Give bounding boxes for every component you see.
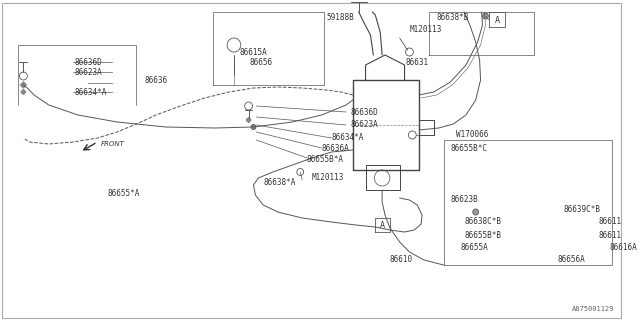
Text: 86615A: 86615A <box>240 47 268 57</box>
Text: 86655*A: 86655*A <box>108 189 140 198</box>
Text: 86623B: 86623B <box>451 196 478 204</box>
Circle shape <box>473 209 479 215</box>
Text: FRONT: FRONT <box>100 141 124 147</box>
Text: 86611: 86611 <box>598 230 621 239</box>
Text: M120113: M120113 <box>410 25 442 34</box>
Text: 86631: 86631 <box>406 58 429 67</box>
Polygon shape <box>21 90 26 94</box>
Text: W170066: W170066 <box>456 130 488 139</box>
Text: 86623A: 86623A <box>74 68 102 76</box>
Text: 86655A: 86655A <box>460 244 488 252</box>
Text: 86636A: 86636A <box>322 143 349 153</box>
Text: 86623A: 86623A <box>351 119 379 129</box>
Text: 86616A: 86616A <box>609 244 637 252</box>
Polygon shape <box>246 117 251 123</box>
Text: 86636: 86636 <box>144 76 168 84</box>
Circle shape <box>483 13 488 19</box>
Text: 86655B*C: 86655B*C <box>451 143 487 153</box>
Text: A: A <box>380 220 385 229</box>
Text: 86656A: 86656A <box>557 255 586 265</box>
Text: 86638C*B: 86638C*B <box>465 218 502 227</box>
Text: 86611: 86611 <box>598 218 621 227</box>
Text: 86655B*A: 86655B*A <box>306 155 343 164</box>
Text: 86639C*B: 86639C*B <box>563 205 600 214</box>
Text: A875001129: A875001129 <box>572 306 614 312</box>
Text: 86634*A: 86634*A <box>74 87 106 97</box>
Text: 86656: 86656 <box>250 58 273 67</box>
Text: 59188B: 59188B <box>326 12 355 21</box>
Text: 86638*A: 86638*A <box>263 178 296 187</box>
Polygon shape <box>20 82 26 88</box>
Text: M120113: M120113 <box>312 172 344 181</box>
Text: 86655B*B: 86655B*B <box>465 230 502 239</box>
Text: 86638*B: 86638*B <box>436 12 469 21</box>
Bar <box>365 165 399 190</box>
Text: A: A <box>495 15 500 25</box>
Text: 86636D: 86636D <box>351 108 379 116</box>
Text: 86634*A: 86634*A <box>332 132 364 141</box>
Text: 86636D: 86636D <box>74 58 102 67</box>
Text: 86610: 86610 <box>390 255 413 265</box>
Circle shape <box>251 124 256 130</box>
